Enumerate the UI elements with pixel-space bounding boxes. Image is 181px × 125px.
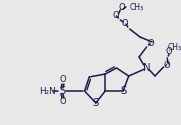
Text: O: O — [60, 98, 66, 106]
Text: S: S — [93, 98, 99, 108]
Text: O: O — [112, 10, 119, 20]
Text: O: O — [119, 4, 125, 13]
Text: O: O — [147, 38, 154, 48]
Text: N: N — [143, 63, 150, 73]
Text: S: S — [59, 86, 65, 96]
Text: O: O — [60, 76, 66, 84]
Text: CH₃: CH₃ — [168, 42, 181, 51]
Text: CH₃: CH₃ — [130, 2, 144, 12]
Text: S: S — [121, 86, 127, 96]
Text: O: O — [122, 18, 128, 28]
Text: H₂N: H₂N — [39, 86, 55, 96]
Text: O: O — [166, 48, 172, 56]
Text: O: O — [164, 60, 171, 70]
